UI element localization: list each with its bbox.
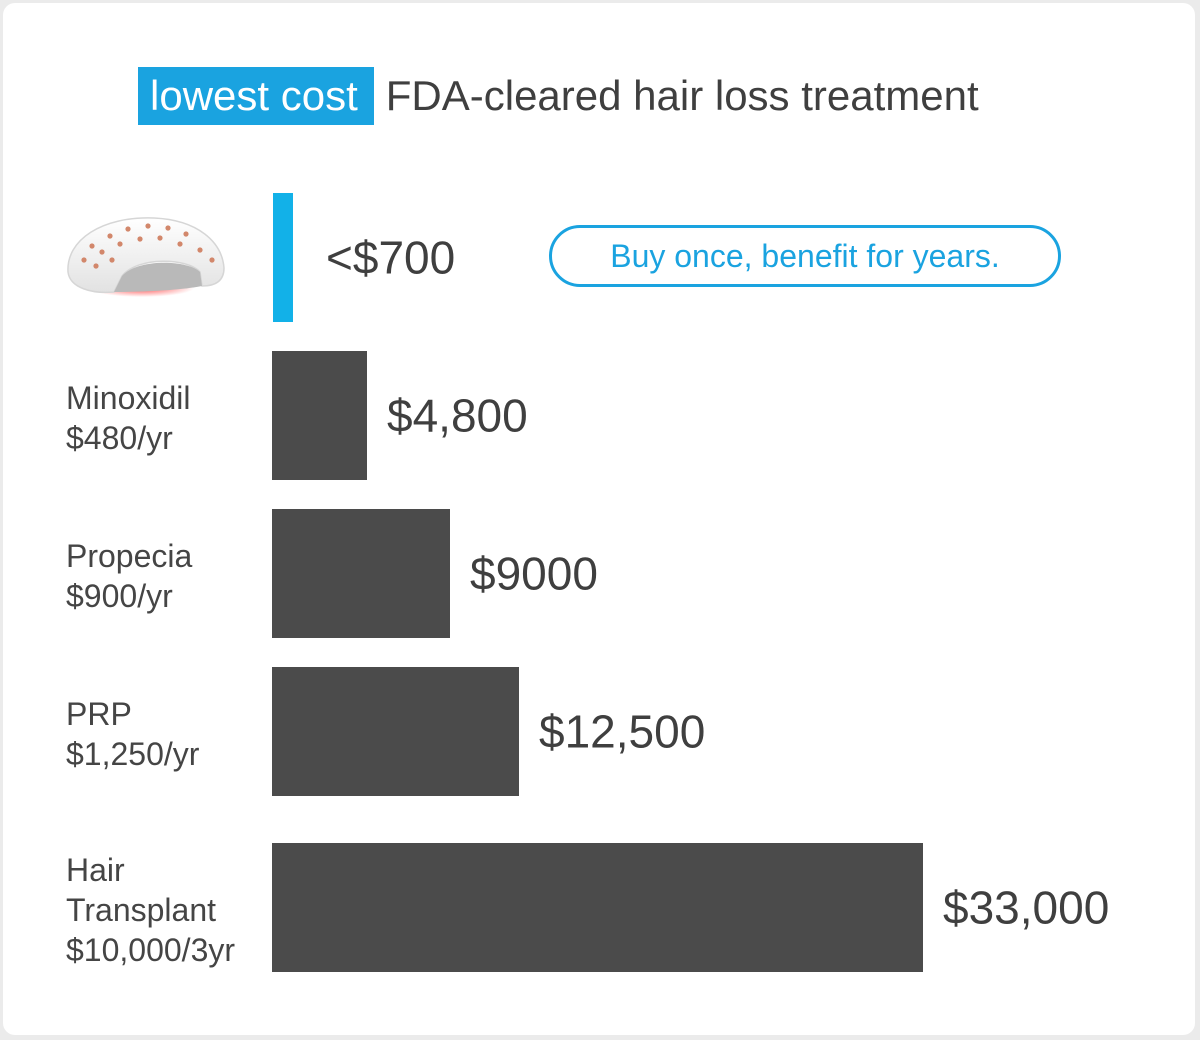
value-label-4: $33,000 [943,882,1109,934]
category-label-3: PRP $1,250/yr [66,694,266,774]
headline-title: FDA-cleared hair loss treatment [385,72,979,119]
value-label-0: <$700 [326,232,455,284]
category-label-1: Minoxidil $480/yr [66,378,266,458]
laser-cap-helmet-icon [67,217,225,297]
bar-0 [273,193,293,322]
value-label-1: $4,800 [387,390,528,442]
headline: lowest cost FDA-cleared hair loss treatm… [138,66,979,126]
value-label-2: $9000 [470,548,598,600]
category-name: PRP [66,695,132,732]
bar-3 [272,667,519,796]
category-label-2: Propecia $900/yr [66,536,266,616]
bar-4 [272,843,923,972]
bar-2 [272,509,450,638]
bar-1 [272,351,367,480]
category-name: Hair [66,851,125,888]
value-label-3: $12,500 [539,706,705,758]
category-name: Minoxidil [66,379,191,416]
callout-badge: Buy once, benefit for years. [549,225,1061,287]
category-annual-cost: $10,000/3yr [66,931,236,968]
category-annual-cost: $1,250/yr [66,735,200,772]
category-annual-cost: $900/yr [66,577,173,614]
headline-highlight: lowest cost [138,67,374,125]
category-label-4: Hair Transplant $10,000/3yr [66,850,266,970]
category-name: Propecia [66,537,193,574]
category-annual-cost: $480/yr [66,419,173,456]
category-name: Transplant [66,891,216,928]
